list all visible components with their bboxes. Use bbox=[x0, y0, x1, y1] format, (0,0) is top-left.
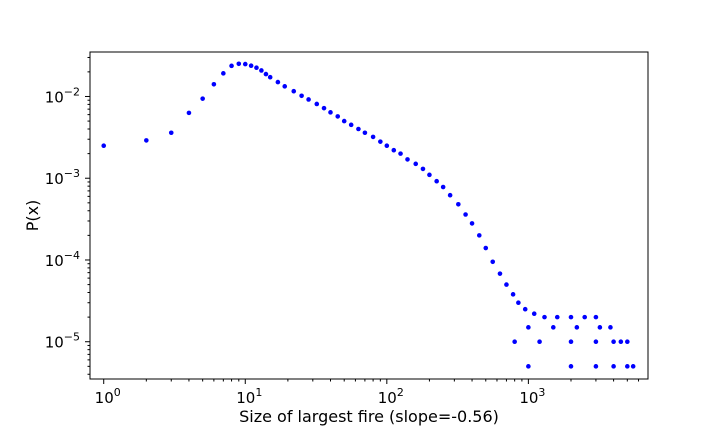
data-point bbox=[314, 101, 320, 107]
data-point bbox=[356, 126, 361, 132]
data-point bbox=[463, 212, 468, 217]
data-point bbox=[242, 61, 248, 67]
plot-frame bbox=[89, 51, 649, 380]
data-points bbox=[101, 61, 636, 369]
y-tick-label: 10−3 bbox=[45, 167, 80, 188]
data-point bbox=[504, 282, 509, 287]
data-point bbox=[526, 364, 531, 369]
data-point bbox=[370, 134, 376, 140]
data-point bbox=[306, 97, 311, 102]
data-point bbox=[574, 325, 580, 330]
data-point bbox=[263, 71, 269, 77]
data-point bbox=[420, 166, 426, 172]
data-point bbox=[483, 245, 489, 251]
data-point bbox=[341, 118, 347, 124]
y-tick-label: 10−5 bbox=[45, 331, 80, 352]
y-tick-label: 10−2 bbox=[45, 85, 80, 106]
data-point bbox=[526, 325, 531, 330]
data-point bbox=[456, 201, 461, 207]
data-point bbox=[537, 339, 542, 345]
data-point bbox=[328, 110, 333, 115]
data-point bbox=[611, 339, 616, 345]
data-point bbox=[348, 122, 354, 128]
data-point bbox=[335, 114, 341, 119]
data-point bbox=[510, 292, 516, 297]
data-point bbox=[413, 161, 419, 167]
data-point bbox=[516, 300, 521, 306]
data-point bbox=[299, 93, 304, 99]
data-point bbox=[568, 314, 574, 320]
data-point bbox=[497, 271, 503, 276]
data-point bbox=[321, 105, 327, 111]
data-point bbox=[542, 314, 547, 320]
data-point bbox=[568, 339, 574, 345]
data-point bbox=[384, 143, 390, 148]
data-point bbox=[248, 63, 254, 68]
data-point bbox=[236, 61, 242, 67]
data-point bbox=[427, 172, 432, 178]
data-point bbox=[522, 306, 528, 312]
y-tick-label: 10−4 bbox=[45, 249, 80, 270]
data-point bbox=[434, 178, 439, 184]
data-point bbox=[625, 339, 630, 345]
x-axis-label: Size of largest fire (slope=-0.56) bbox=[239, 407, 499, 426]
data-point bbox=[398, 151, 403, 156]
data-point bbox=[186, 110, 192, 116]
data-point bbox=[378, 139, 383, 144]
data-point bbox=[618, 339, 624, 345]
data-point bbox=[490, 259, 496, 265]
tick-layer: 100 101 102 103 10−5 10−4 10−3 10−2 bbox=[45, 56, 640, 407]
data-point bbox=[551, 325, 556, 330]
data-point bbox=[476, 233, 482, 238]
data-point bbox=[608, 325, 613, 330]
data-point bbox=[625, 364, 630, 369]
x-tick-label: 102 bbox=[378, 386, 404, 407]
data-point bbox=[391, 147, 397, 153]
data-point bbox=[440, 184, 446, 190]
data-point bbox=[554, 314, 560, 320]
data-point bbox=[630, 364, 636, 369]
data-point bbox=[582, 314, 587, 320]
data-point bbox=[291, 88, 297, 94]
data-point bbox=[593, 364, 599, 369]
data-point bbox=[531, 311, 537, 317]
data-point bbox=[229, 63, 234, 69]
data-point bbox=[144, 138, 149, 143]
x-tick-label: 103 bbox=[519, 386, 545, 407]
data-point bbox=[593, 339, 599, 345]
data-point bbox=[597, 325, 603, 330]
data-point bbox=[200, 96, 205, 101]
data-point bbox=[101, 143, 107, 148]
data-point bbox=[282, 84, 288, 89]
data-point bbox=[211, 81, 217, 87]
data-point bbox=[611, 364, 616, 369]
x-tick-label: 100 bbox=[95, 386, 121, 407]
data-point bbox=[593, 314, 599, 320]
data-point bbox=[512, 339, 517, 345]
data-point bbox=[568, 364, 574, 369]
data-point bbox=[168, 130, 174, 136]
data-point bbox=[447, 192, 453, 198]
data-point bbox=[259, 68, 264, 73]
data-point bbox=[267, 74, 273, 80]
data-point bbox=[275, 79, 281, 85]
y-axis-label: P(x) bbox=[23, 200, 42, 232]
x-tick-label: 101 bbox=[236, 386, 262, 407]
data-point bbox=[254, 65, 259, 70]
data-point bbox=[221, 71, 226, 76]
data-point bbox=[362, 130, 368, 136]
data-point bbox=[405, 157, 410, 162]
data-point bbox=[469, 221, 475, 226]
